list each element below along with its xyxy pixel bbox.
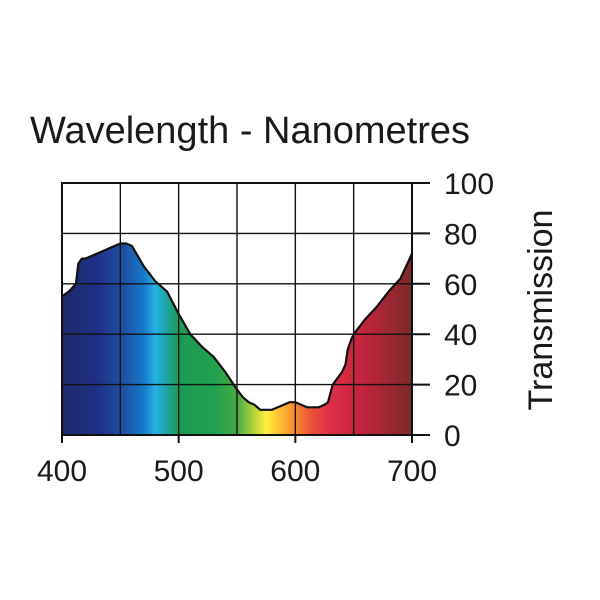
x-tick-label: 500 xyxy=(154,455,204,488)
y-axis-label: Transmission xyxy=(522,210,560,411)
transmission-area xyxy=(62,243,412,435)
y-tick-label: 0 xyxy=(444,420,461,453)
y-tick-label: 80 xyxy=(444,218,477,251)
x-tick-label: 700 xyxy=(387,455,437,488)
x-tick-label: 400 xyxy=(37,455,87,488)
y-tick-label: 60 xyxy=(444,269,477,302)
chart-title: Wavelength - Nanometres xyxy=(30,110,470,152)
y-tick-label: 40 xyxy=(444,319,477,352)
y-tick-label: 100 xyxy=(444,168,494,201)
x-tick-label: 600 xyxy=(270,455,320,488)
transmission-curve xyxy=(61,242,413,411)
plot-frame xyxy=(61,182,413,436)
y-tick-label: 20 xyxy=(444,370,477,403)
